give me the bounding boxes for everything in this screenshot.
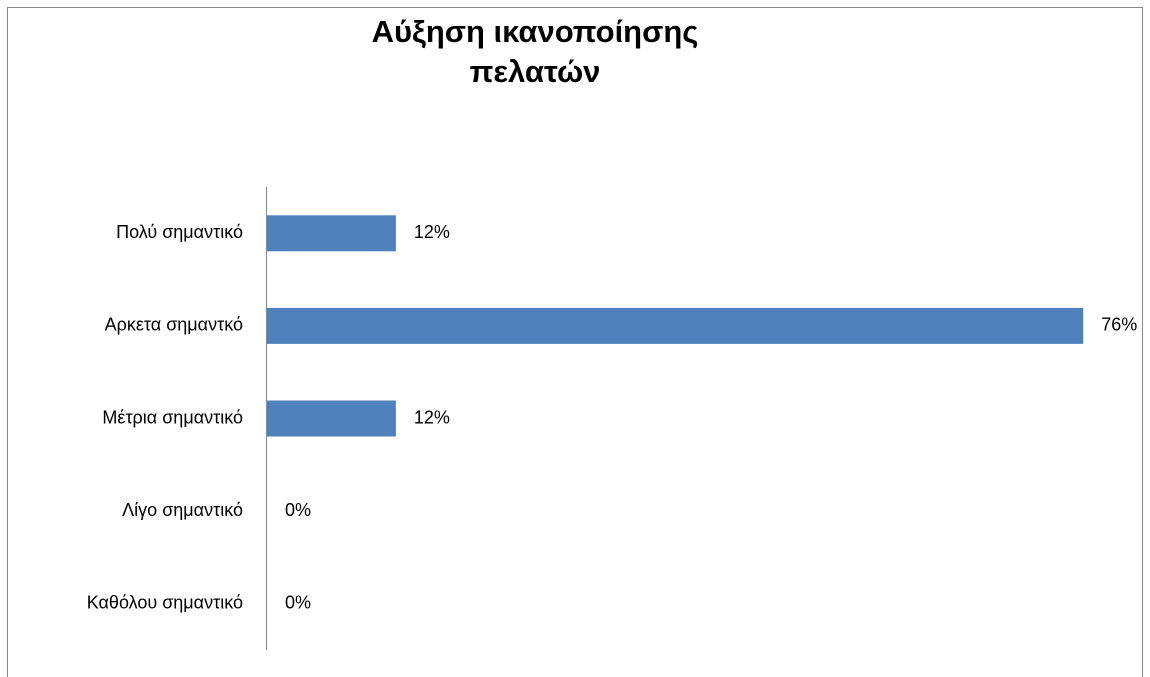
- data-label: 76%: [1101, 315, 1137, 335]
- data-label: 12%: [414, 222, 450, 242]
- category-label: Αρκετα σημαντκό: [105, 315, 243, 335]
- category-label: Πολύ σημαντικό: [116, 222, 243, 242]
- category-label: Λίγο σημαντικό: [122, 500, 243, 520]
- data-label: 0%: [285, 592, 311, 612]
- data-label: 0%: [285, 500, 311, 520]
- category-label: Καθόλου σημαντικό: [87, 592, 243, 612]
- bar: [267, 215, 396, 252]
- chart-title: Αύξηση ικανοποίησης πελατών: [371, 14, 699, 89]
- bar: [267, 307, 1084, 344]
- bar: [267, 400, 396, 437]
- chart-border: [7, 7, 1143, 677]
- data-label: 12%: [414, 407, 450, 427]
- category-label: Μέτρια σημαντικό: [102, 407, 243, 427]
